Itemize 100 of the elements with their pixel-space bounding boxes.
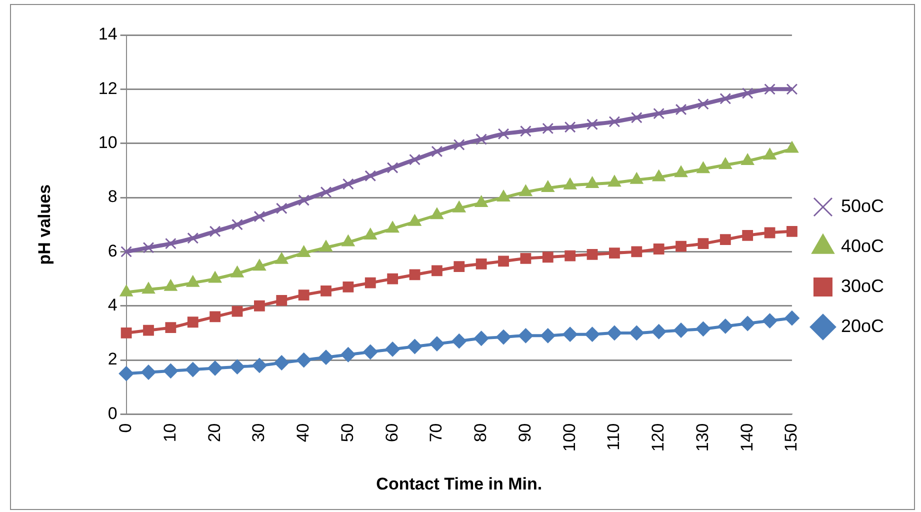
point — [676, 240, 686, 252]
point — [496, 330, 512, 345]
point — [520, 253, 532, 264]
y-tick-label: 2 — [108, 350, 118, 369]
point — [386, 162, 398, 174]
x-tick-label: 40 — [294, 423, 313, 442]
point — [453, 139, 465, 150]
x-tick-label: 20 — [204, 423, 224, 442]
point — [164, 238, 176, 250]
point — [320, 186, 332, 198]
x-tick-label: 150 — [782, 423, 801, 452]
point — [519, 184, 532, 196]
legend-label: 40oC — [840, 236, 884, 256]
legend-label: 30oC — [840, 276, 884, 296]
point — [432, 265, 442, 276]
point — [431, 146, 443, 158]
point — [364, 170, 376, 182]
point — [718, 318, 733, 334]
point — [165, 322, 176, 334]
x-tick-label: 80 — [471, 423, 490, 442]
point — [496, 190, 510, 202]
point — [740, 316, 756, 331]
point — [210, 311, 221, 322]
point — [786, 83, 798, 95]
point — [742, 230, 754, 241]
point — [698, 98, 709, 110]
x-tick-label: 60 — [382, 423, 402, 442]
point — [141, 364, 156, 380]
point — [276, 295, 288, 306]
point — [498, 128, 510, 140]
point — [454, 261, 465, 272]
point — [385, 342, 400, 357]
point — [675, 104, 687, 116]
point — [430, 208, 444, 220]
point — [542, 122, 554, 134]
point — [476, 134, 488, 145]
y-tick-label: 12 — [98, 78, 118, 98]
point — [542, 252, 554, 263]
y-tick-label: 8 — [108, 187, 118, 206]
point — [297, 246, 310, 258]
x-tick-label: 140 — [737, 423, 756, 452]
point — [742, 88, 754, 99]
point — [274, 355, 290, 370]
y-tick-label: 6 — [108, 241, 118, 260]
point — [318, 350, 334, 365]
point — [364, 277, 376, 288]
point — [120, 246, 132, 258]
x-tick-label: 90 — [515, 423, 534, 442]
point — [407, 339, 422, 354]
point — [720, 92, 732, 104]
point — [340, 347, 356, 362]
point — [609, 248, 620, 259]
point — [520, 125, 532, 137]
point — [653, 108, 665, 120]
point — [142, 282, 156, 294]
point — [564, 178, 577, 190]
x-tick-label: 10 — [160, 423, 180, 442]
point — [586, 118, 598, 130]
point — [764, 83, 776, 95]
point — [386, 221, 400, 233]
point — [452, 334, 467, 349]
point — [298, 194, 310, 206]
point — [409, 269, 420, 280]
point — [584, 326, 600, 342]
point — [232, 306, 243, 317]
point — [674, 322, 689, 338]
point — [120, 328, 132, 338]
x-tick-label: 110 — [604, 423, 624, 450]
x-axis-title: Contact Time in Min. — [376, 474, 542, 494]
point — [629, 325, 644, 340]
point — [163, 363, 178, 378]
point — [230, 359, 245, 374]
point — [518, 328, 534, 344]
point — [185, 362, 200, 378]
point — [763, 148, 776, 160]
point — [696, 162, 710, 174]
point — [718, 158, 732, 170]
point — [631, 246, 642, 258]
y-axis-title: pH values — [34, 184, 54, 265]
point — [786, 226, 798, 237]
point — [474, 330, 489, 346]
point — [209, 226, 221, 238]
point — [252, 358, 267, 373]
point — [630, 112, 642, 124]
point — [784, 310, 800, 326]
x-tick-label: 30 — [249, 423, 268, 442]
point — [785, 141, 799, 153]
y-tick-label: 0 — [108, 404, 118, 423]
point — [696, 321, 711, 336]
point — [541, 180, 554, 192]
point — [342, 234, 355, 246]
point — [653, 244, 664, 254]
point — [540, 328, 556, 344]
x-tick-label: 70 — [426, 423, 446, 442]
point — [187, 316, 198, 328]
point — [143, 324, 154, 336]
point — [276, 202, 288, 214]
point — [254, 210, 266, 222]
point — [762, 313, 778, 328]
point — [362, 344, 378, 360]
